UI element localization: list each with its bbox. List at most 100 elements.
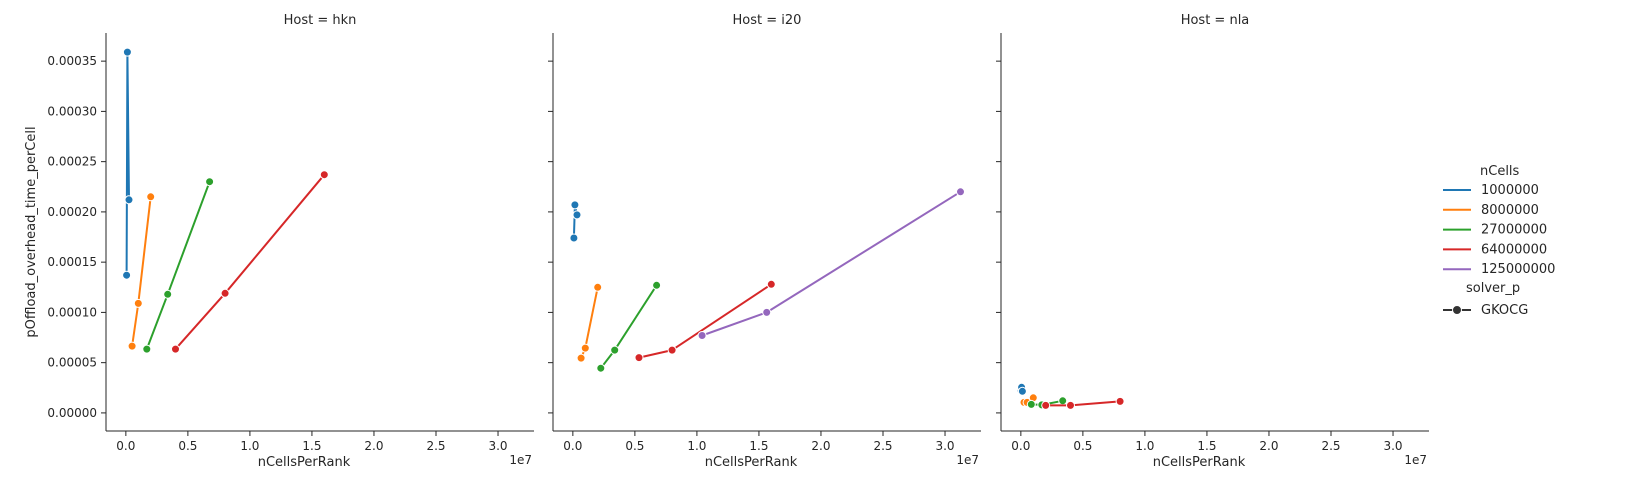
data-point — [667, 345, 677, 355]
data-point — [205, 177, 215, 187]
x-tick-label: 1.0 — [687, 439, 706, 453]
data-point — [697, 331, 707, 340]
series-line — [572, 203, 578, 239]
x-tick-label: 1.5 — [1197, 439, 1216, 453]
legend-title-solver-p: solver_p — [1466, 281, 1520, 296]
series-line — [145, 180, 211, 351]
data-point — [1115, 396, 1125, 406]
x-tick-label: 3.0 — [1383, 439, 1402, 453]
data-point — [570, 200, 580, 210]
x-offset-label: 1e7 — [956, 453, 979, 467]
facet-title: Host = i20 — [733, 13, 802, 28]
data-point — [766, 279, 776, 289]
legend-label: 8000000 — [1481, 203, 1539, 218]
legend-label: 64000000 — [1481, 242, 1547, 257]
series-line — [638, 283, 773, 359]
data-point — [122, 47, 132, 57]
x-tick-label: 2.5 — [873, 439, 892, 453]
x-tick-label: 3.0 — [935, 439, 954, 453]
legend-style-label-gkocg: GKOCG — [1481, 303, 1528, 318]
x-axis-label: nCellsPerRank — [258, 455, 351, 470]
data-point — [124, 195, 134, 205]
data-point — [122, 270, 132, 280]
data-point — [593, 282, 603, 292]
legend-label: 1000000 — [1481, 183, 1539, 198]
y-axis-label: pOffload_overhead_time_perCell — [24, 126, 39, 337]
data-point — [1066, 400, 1075, 410]
data-point — [133, 298, 143, 308]
series-line — [131, 195, 152, 348]
x-tick-label: 0.0 — [1011, 439, 1030, 453]
series-27000000 — [1026, 396, 1068, 410]
data-point — [1058, 396, 1068, 406]
facet-i20: Host = i20 0.0 0.5 1.0 1.5 2.0 2.5 3.0 nCellsPer… — [548, 13, 981, 470]
y-tick-label: 0.00030 — [47, 104, 97, 118]
x-offset-label: 1e7 — [1404, 453, 1427, 467]
x-tick-label: 0.5 — [625, 439, 644, 453]
x-tick-label: 1.0 — [240, 439, 259, 453]
data-point — [142, 344, 152, 354]
legend-label: 125000000 — [1481, 262, 1555, 277]
x-offset-label: 1e7 — [509, 453, 532, 467]
series-1000000 — [122, 47, 134, 280]
series-line — [701, 190, 962, 337]
data-point — [596, 363, 606, 373]
series-64000000 — [171, 170, 329, 354]
x-tick-label: 2.0 — [364, 439, 383, 453]
data-point — [220, 288, 230, 298]
data-point — [127, 341, 137, 351]
series-64000000 — [634, 279, 776, 363]
series-64000000 — [1041, 396, 1125, 410]
data-point — [576, 353, 586, 363]
legend-style-marker — [1452, 305, 1462, 315]
facet-hkn: Host = hkn 0.0 0.5 1.0 1.5 2.0 2.5 3.0 0.00000 0.… — [47, 13, 534, 470]
series-line — [174, 173, 326, 351]
data-point — [319, 170, 329, 180]
x-axis-label: nCellsPerRank — [1153, 455, 1246, 470]
data-point — [610, 345, 620, 355]
data-point — [569, 233, 579, 243]
x-axis-label: nCellsPerRank — [705, 455, 798, 470]
data-point — [652, 280, 662, 290]
data-point — [572, 210, 582, 220]
facet-nla: Host = nla 0.0 0.5 1.0 1.5 2.0 2.5 3.0 nCellsPer… — [996, 13, 1429, 470]
facets-layer: Host = hkn 0.0 0.5 1.0 1.5 2.0 2.5 3.0 0.00000 0.… — [47, 13, 1429, 470]
series-8000000 — [576, 282, 603, 363]
data-point — [580, 343, 590, 353]
facet-title: Host = hkn — [284, 13, 357, 28]
y-tick-label: 0.00005 — [47, 356, 97, 370]
series-125000000 — [697, 187, 965, 340]
x-tick-label: 1.5 — [302, 439, 321, 453]
x-tick-label: 2.5 — [426, 439, 445, 453]
series-27000000 — [596, 280, 662, 373]
legend-hue-items: 1000000 8000000 27000000 64000000 125000000 — [1443, 183, 1555, 277]
legend-label: 27000000 — [1481, 223, 1547, 238]
x-tick-label: 0.5 — [178, 439, 197, 453]
x-tick-label: 1.0 — [1135, 439, 1154, 453]
data-point — [171, 344, 180, 354]
data-point — [1026, 399, 1036, 409]
x-tick-label: 0.5 — [1073, 439, 1092, 453]
data-point — [634, 353, 644, 363]
y-tick-label: 0.00010 — [47, 305, 97, 319]
x-tick-label: 2.0 — [811, 439, 830, 453]
series-8000000 — [127, 192, 156, 351]
facet-title: Host = nla — [1181, 13, 1250, 28]
series-1000000 — [1016, 382, 1027, 396]
y-tick-label: 0.00020 — [47, 205, 97, 219]
data-point — [956, 187, 965, 197]
series-27000000 — [142, 177, 215, 354]
data-point — [163, 289, 173, 299]
y-tick-label: 0.00000 — [47, 406, 97, 420]
data-point — [1017, 386, 1027, 396]
x-tick-label: 0.0 — [563, 439, 582, 453]
legend: nCells 1000000 8000000 27000000 64000000 125… — [1443, 164, 1555, 318]
x-tick-label: 1.5 — [749, 439, 768, 453]
x-tick-label: 0.0 — [116, 439, 135, 453]
data-point — [146, 192, 156, 202]
data-point — [1041, 400, 1051, 410]
y-tick-label: 0.00025 — [47, 155, 97, 169]
y-tick-label: 0.00035 — [47, 54, 97, 68]
series-line — [125, 51, 130, 277]
